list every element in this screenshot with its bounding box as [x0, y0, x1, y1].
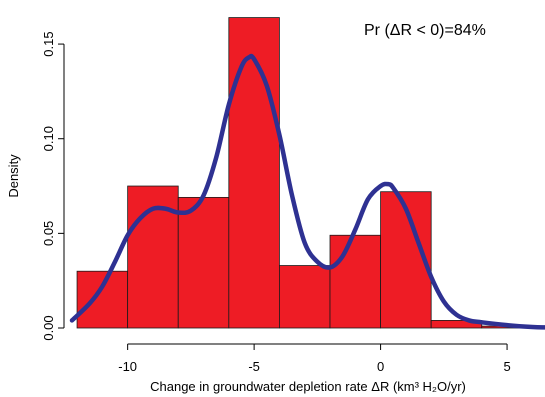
axes: -10 -5 0 5 0.00 0.05 0.10 0.15 — [41, 31, 511, 374]
y-tick-label: 0.15 — [41, 31, 56, 56]
histogram-bar — [329, 234, 381, 329]
x-axis-title: Change in groundwater depletion rate ΔR … — [150, 379, 466, 394]
histogram-bars — [76, 17, 533, 329]
x-tick-label: 0 — [377, 359, 384, 374]
x-tick-label: -5 — [248, 359, 260, 374]
histogram-bar — [279, 265, 331, 329]
y-axis-title: Density — [6, 154, 21, 198]
histogram-bar — [177, 196, 230, 329]
y-tick-label: 0.00 — [41, 315, 56, 340]
x-tick-label: -10 — [118, 359, 137, 374]
x-tick-label: 5 — [503, 359, 510, 374]
histogram-bar — [76, 270, 129, 329]
y-tick-label: 0.05 — [41, 221, 56, 246]
probability-annotation: Pr (ΔR < 0)=84% — [364, 22, 486, 39]
density-curve-group — [69, 53, 545, 330]
density-curve — [69, 53, 545, 330]
y-tick-label: 0.10 — [41, 126, 56, 151]
histogram-bar — [228, 17, 280, 329]
